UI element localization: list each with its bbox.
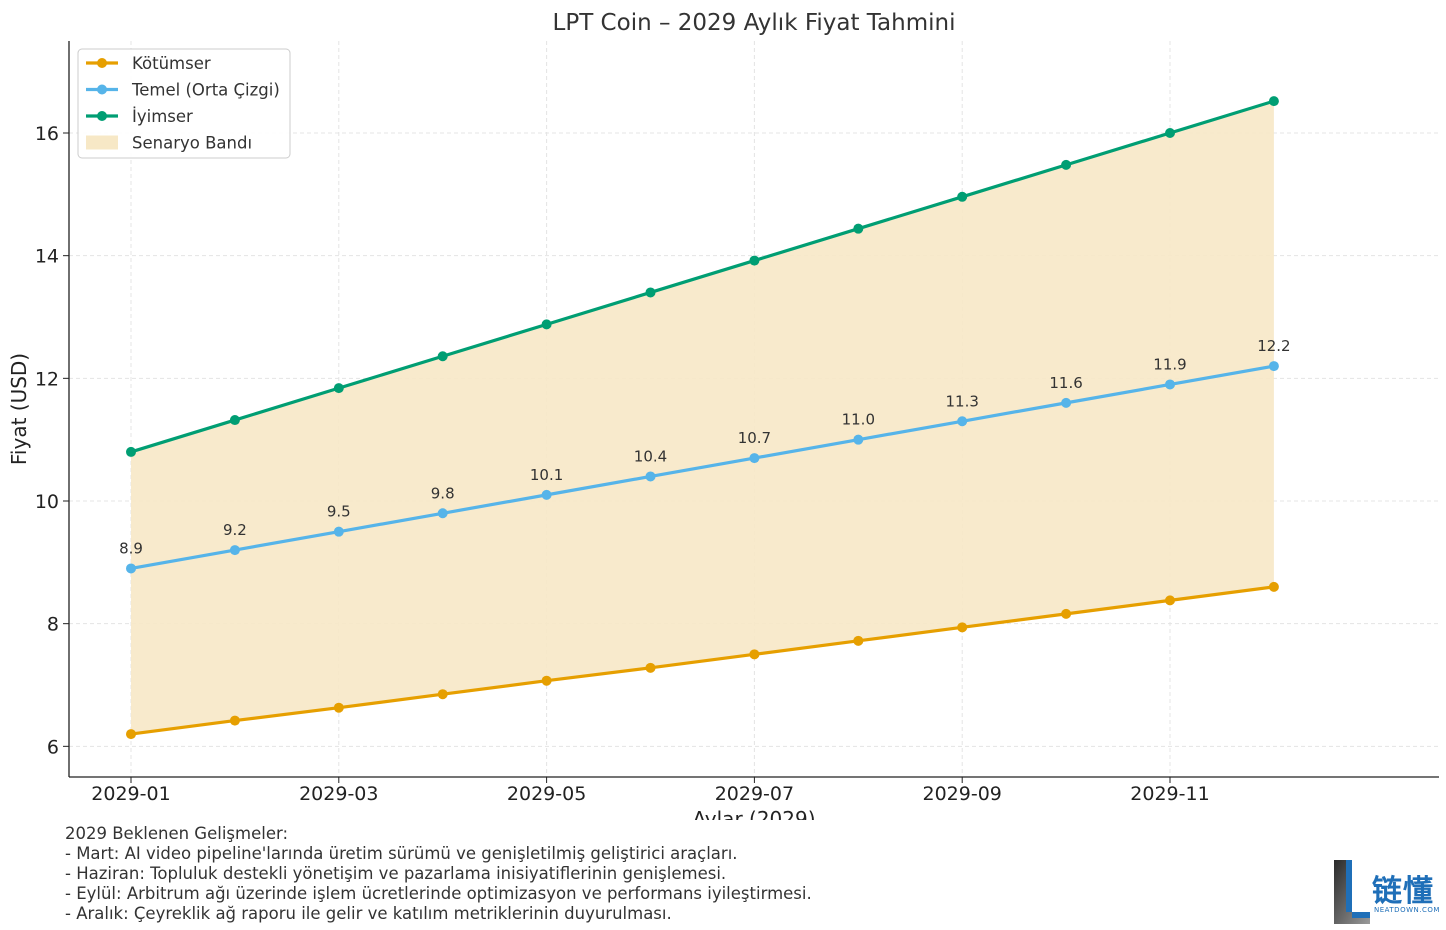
- notes-heading: 2029 Beklenen Gelişmeler:: [65, 824, 289, 843]
- data-point: [1165, 595, 1175, 606]
- series-line: [130, 364, 1275, 571]
- logo-subtext: NEATDOWN.COM: [1374, 906, 1440, 914]
- x-tick-label: 2029-07: [715, 783, 794, 805]
- data-point: [645, 287, 656, 298]
- data-label: 10.1: [530, 466, 563, 484]
- data-point: [229, 545, 240, 556]
- data-label: 12.2: [1257, 337, 1290, 355]
- data-point: [229, 415, 240, 426]
- data-point: [437, 508, 448, 519]
- data-point: [126, 446, 136, 457]
- x-tick-label: 2029-09: [923, 783, 1002, 805]
- x-tick-label: 2029-03: [299, 783, 378, 805]
- x-tick-label: 2029-01: [91, 783, 170, 805]
- data-point: [1165, 128, 1175, 138]
- data-point: [645, 471, 656, 482]
- data-point: [333, 702, 344, 713]
- notes-item: - Mart: AI video pipeline'larında üretim…: [65, 844, 738, 863]
- x-axis-title: Aylar (2029): [692, 807, 815, 820]
- data-point: [1165, 379, 1175, 390]
- data-point: [541, 319, 552, 330]
- legend-label: Temel (Orta Çizgi): [131, 81, 280, 100]
- legend-marker: [97, 58, 107, 68]
- data-point: [126, 729, 136, 740]
- data-point: [853, 223, 864, 234]
- data-label: 11.6: [1049, 374, 1082, 392]
- data-point: [541, 675, 552, 686]
- data-point: [333, 383, 344, 394]
- price-forecast-chart: 6 8 10 12 14 16 2029-01 2029-03 2029-05 2029-07 20…: [7, 10, 1439, 820]
- neatdown-logo: 链懂 NEATDOWN.COM: [1332, 858, 1444, 926]
- data-point: [957, 622, 968, 633]
- data-label: 9.8: [431, 484, 455, 502]
- data-point: [1268, 581, 1279, 592]
- y-axis-title: Fiyat (USD): [7, 353, 31, 465]
- data-point: [229, 715, 240, 726]
- series-line: [130, 99, 1275, 454]
- legend-label: Kötümser: [132, 54, 211, 73]
- data-point: [853, 434, 864, 445]
- legend-label: İyimser: [132, 107, 193, 126]
- data-point: [1061, 397, 1072, 408]
- data-label: 10.4: [634, 447, 667, 465]
- legend-marker: [97, 111, 107, 121]
- data-label: 9.5: [327, 503, 351, 521]
- legend-marker: [97, 84, 107, 95]
- data-point: [957, 191, 968, 202]
- data-point: [1268, 96, 1279, 107]
- data-label: 11.0: [842, 411, 875, 429]
- y-tick-label: 6: [47, 736, 59, 758]
- y-tick-label: 8: [47, 614, 59, 636]
- data-label: 9.2: [223, 521, 247, 539]
- data-point: [645, 662, 656, 673]
- data-label: 11.3: [945, 392, 978, 410]
- legend-label: Senaryo Bandı: [132, 134, 252, 153]
- scenario-band: [131, 101, 1274, 735]
- data-point: [749, 255, 760, 266]
- legend-patch-swatch: [86, 135, 118, 150]
- y-tick-label: 10: [35, 491, 59, 513]
- notes-item: - Eylül: Arbitrum ağı üzerinde işlem ücr…: [65, 884, 812, 903]
- data-point: [749, 453, 760, 464]
- chart-title: LPT Coin – 2029 Aylık Fiyat Tahmini: [553, 10, 956, 36]
- data-point: [853, 635, 864, 646]
- data-point: [1268, 361, 1279, 372]
- data-label: 10.7: [738, 429, 771, 447]
- data-point: [541, 489, 552, 500]
- y-tick-label: 16: [35, 123, 59, 145]
- notes-item: - Aralık: Çeyreklik ağ raporu ile gelir …: [65, 904, 672, 923]
- data-label: 8.9: [119, 539, 143, 557]
- data-point: [126, 563, 136, 574]
- notes-item: - Haziran: Topluluk destekli yönetişim v…: [65, 864, 727, 883]
- data-point: [437, 351, 448, 362]
- expected-developments-notes: 2029 Beklenen Gelişmeler: - Mart: AI vid…: [65, 824, 812, 924]
- legend-box: [77, 48, 291, 159]
- y-tick-label: 14: [35, 246, 59, 268]
- data-point: [1061, 159, 1072, 170]
- y-tick-label: 12: [35, 368, 59, 390]
- data-point: [333, 526, 344, 537]
- data-point: [437, 689, 448, 700]
- logo-text: 链懂: [1372, 874, 1434, 909]
- x-tick-label: 2029-11: [1130, 783, 1209, 805]
- data-label: 11.9: [1153, 355, 1186, 373]
- data-point: [1061, 608, 1072, 619]
- data-point: [957, 416, 968, 427]
- x-tick-label: 2029-05: [507, 783, 586, 805]
- series-line: [130, 585, 1275, 736]
- logo-l-mark: [1334, 860, 1370, 924]
- data-point: [749, 649, 760, 660]
